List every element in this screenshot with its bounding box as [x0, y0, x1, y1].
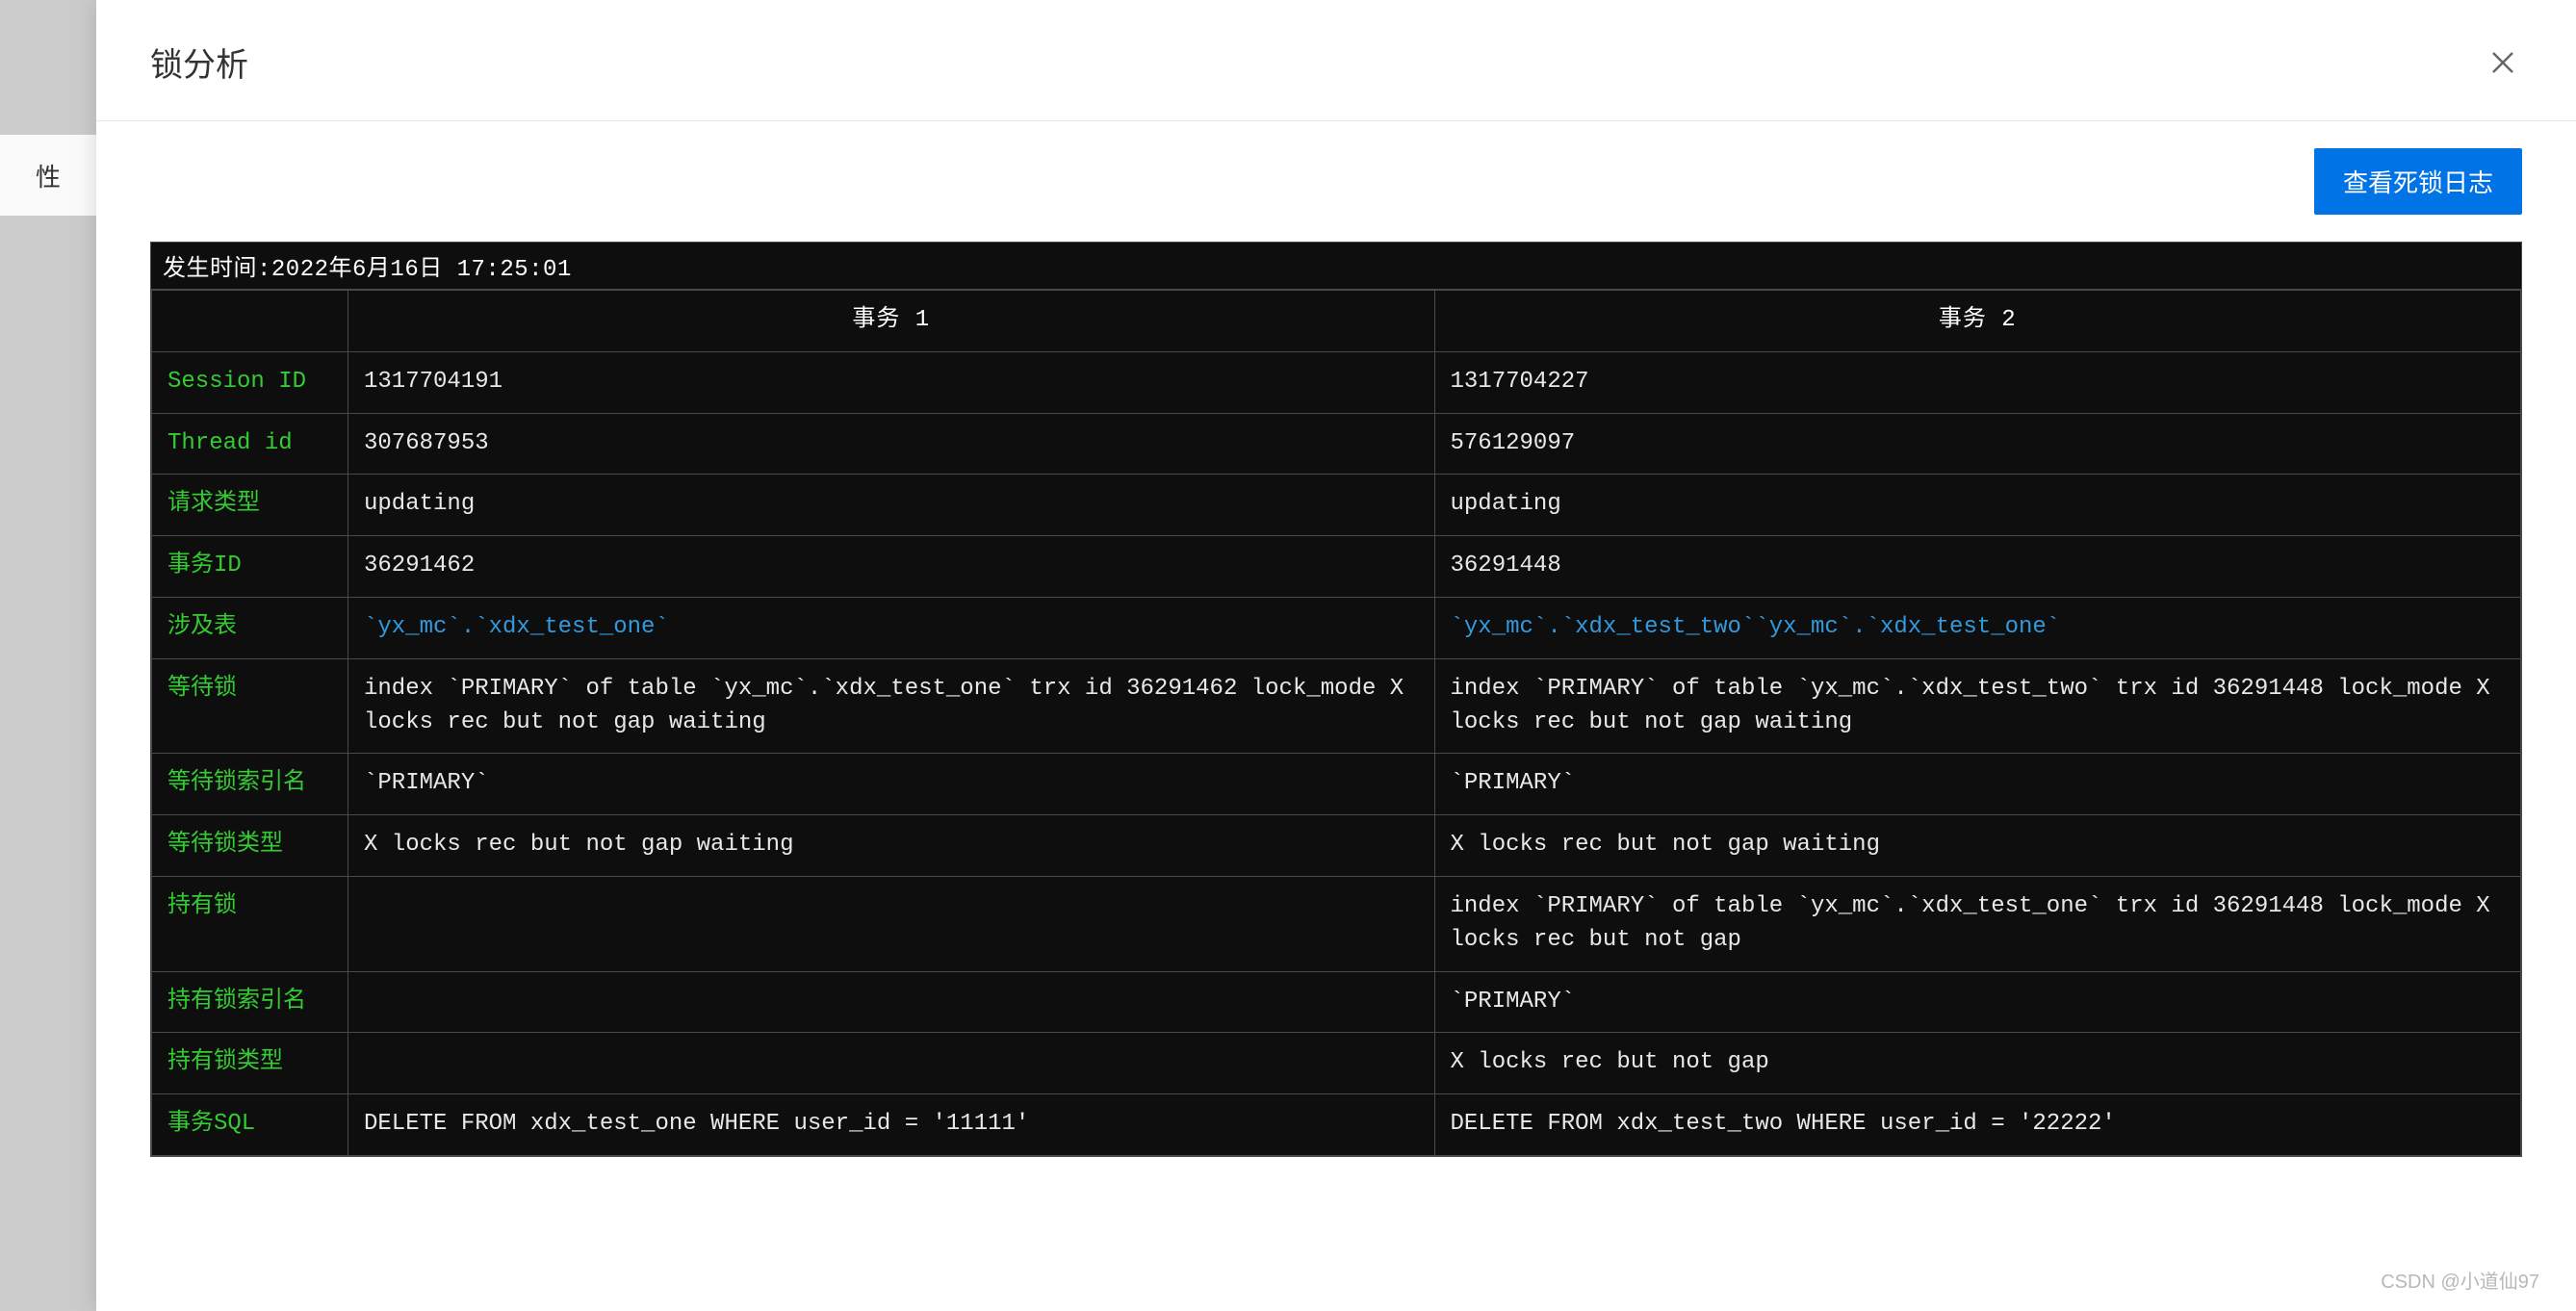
row-label-tx-id: 事务ID: [152, 536, 348, 598]
col-header-tx1: 事务 1: [348, 291, 1435, 352]
cell-hold-lock-index-tx2: `PRIMARY`: [1434, 971, 2521, 1033]
row-label-thread-id: Thread id: [152, 413, 348, 475]
table-row: 请求类型 updating updating: [152, 475, 2521, 536]
cell-hold-lock-index-tx1: [348, 971, 1435, 1033]
cell-hold-lock-type-tx1: [348, 1033, 1435, 1094]
cell-hold-lock-type-tx2: X locks rec but not gap: [1434, 1033, 2521, 1094]
row-label-tx-sql: 事务SQL: [152, 1094, 348, 1156]
timestamp-value: 2022年6月16日 17:25:01: [271, 257, 572, 283]
modal-header: 锁分析: [96, 0, 2576, 121]
deadlock-table: 事务 1 事务 2 Session ID 1317704191 13177042…: [151, 290, 2521, 1156]
table-row: 事务SQL DELETE FROM xdx_test_one WHERE use…: [152, 1094, 2521, 1156]
row-label-wait-lock: 等待锁: [152, 658, 348, 754]
table-header-row: 事务 1 事务 2: [152, 291, 2521, 352]
cell-session-id-tx1: 1317704191: [348, 351, 1435, 413]
table-row: 持有锁索引名 `PRIMARY`: [152, 971, 2521, 1033]
close-button[interactable]: [2484, 43, 2522, 82]
row-label-wait-lock-index: 等待锁索引名: [152, 754, 348, 815]
view-deadlock-log-button[interactable]: 查看死锁日志: [2314, 148, 2522, 215]
cell-tx-id-tx2: 36291448: [1434, 536, 2521, 598]
table-row: 等待锁类型 X locks rec but not gap waiting X …: [152, 815, 2521, 877]
table-row: Session ID 1317704191 1317704227: [152, 351, 2521, 413]
row-label-session-id: Session ID: [152, 351, 348, 413]
cell-wait-lock-type-tx1: X locks rec but not gap waiting: [348, 815, 1435, 877]
cell-session-id-tx2: 1317704227: [1434, 351, 2521, 413]
cell-wait-lock-tx1: index `PRIMARY` of table `yx_mc`.`xdx_te…: [348, 658, 1435, 754]
close-icon: [2488, 48, 2517, 77]
cell-tables-tx1[interactable]: `yx_mc`.`xdx_test_one`: [348, 597, 1435, 658]
row-label-wait-lock-type: 等待锁类型: [152, 815, 348, 877]
table-row: 等待锁 index `PRIMARY` of table `yx_mc`.`xd…: [152, 658, 2521, 754]
cell-hold-lock-tx1: [348, 876, 1435, 971]
cell-wait-lock-tx2: index `PRIMARY` of table `yx_mc`.`xdx_te…: [1434, 658, 2521, 754]
cell-wait-lock-index-tx1: `PRIMARY`: [348, 754, 1435, 815]
row-label-hold-lock-type: 持有锁类型: [152, 1033, 348, 1094]
table-row: Thread id 307687953 576129097: [152, 413, 2521, 475]
col-header-blank: [152, 291, 348, 352]
table-row: 等待锁索引名 `PRIMARY` `PRIMARY`: [152, 754, 2521, 815]
cell-wait-lock-type-tx2: X locks rec but not gap waiting: [1434, 815, 2521, 877]
lock-analysis-modal: 锁分析 查看死锁日志 发生时间:2022年6月16日 17:25:01: [96, 0, 2576, 1311]
table-row: 持有锁类型 X locks rec but not gap: [152, 1033, 2521, 1094]
cell-thread-id-tx1: 307687953: [348, 413, 1435, 475]
modal-title: 锁分析: [150, 39, 248, 86]
cell-wait-lock-index-tx2: `PRIMARY`: [1434, 754, 2521, 815]
cell-hold-lock-tx2: index `PRIMARY` of table `yx_mc`.`xdx_te…: [1434, 876, 2521, 971]
table-row: 事务ID 36291462 36291448: [152, 536, 2521, 598]
table-row: 涉及表 `yx_mc`.`xdx_test_one` `yx_mc`.`xdx_…: [152, 597, 2521, 658]
modal-body: 发生时间:2022年6月16日 17:25:01 事务 1 事务 2: [96, 215, 2576, 1311]
cell-thread-id-tx2: 576129097: [1434, 413, 2521, 475]
panel-timestamp: 发生时间:2022年6月16日 17:25:01: [151, 243, 2521, 290]
deadlock-panel: 发生时间:2022年6月16日 17:25:01 事务 1 事务 2: [150, 242, 2522, 1157]
row-label-hold-lock: 持有锁: [152, 876, 348, 971]
row-label-request-type: 请求类型: [152, 475, 348, 536]
cell-tx-sql-tx2: DELETE FROM xdx_test_two WHERE user_id =…: [1434, 1094, 2521, 1156]
cell-tables-tx2[interactable]: `yx_mc`.`xdx_test_two``yx_mc`.`xdx_test_…: [1434, 597, 2521, 658]
col-header-tx2: 事务 2: [1434, 291, 2521, 352]
cell-request-type-tx2: updating: [1434, 475, 2521, 536]
cell-request-type-tx1: updating: [348, 475, 1435, 536]
timestamp-label: 发生时间:: [163, 257, 271, 283]
row-label-hold-lock-index: 持有锁索引名: [152, 971, 348, 1033]
cell-tx-sql-tx1: DELETE FROM xdx_test_one WHERE user_id =…: [348, 1094, 1435, 1156]
modal-toolbar: 查看死锁日志: [96, 121, 2576, 215]
watermark: CSDN @小道仙97: [2381, 1266, 2539, 1294]
cell-tx-id-tx1: 36291462: [348, 536, 1435, 598]
table-row: 持有锁 index `PRIMARY` of table `yx_mc`.`xd…: [152, 876, 2521, 971]
row-label-tables: 涉及表: [152, 597, 348, 658]
